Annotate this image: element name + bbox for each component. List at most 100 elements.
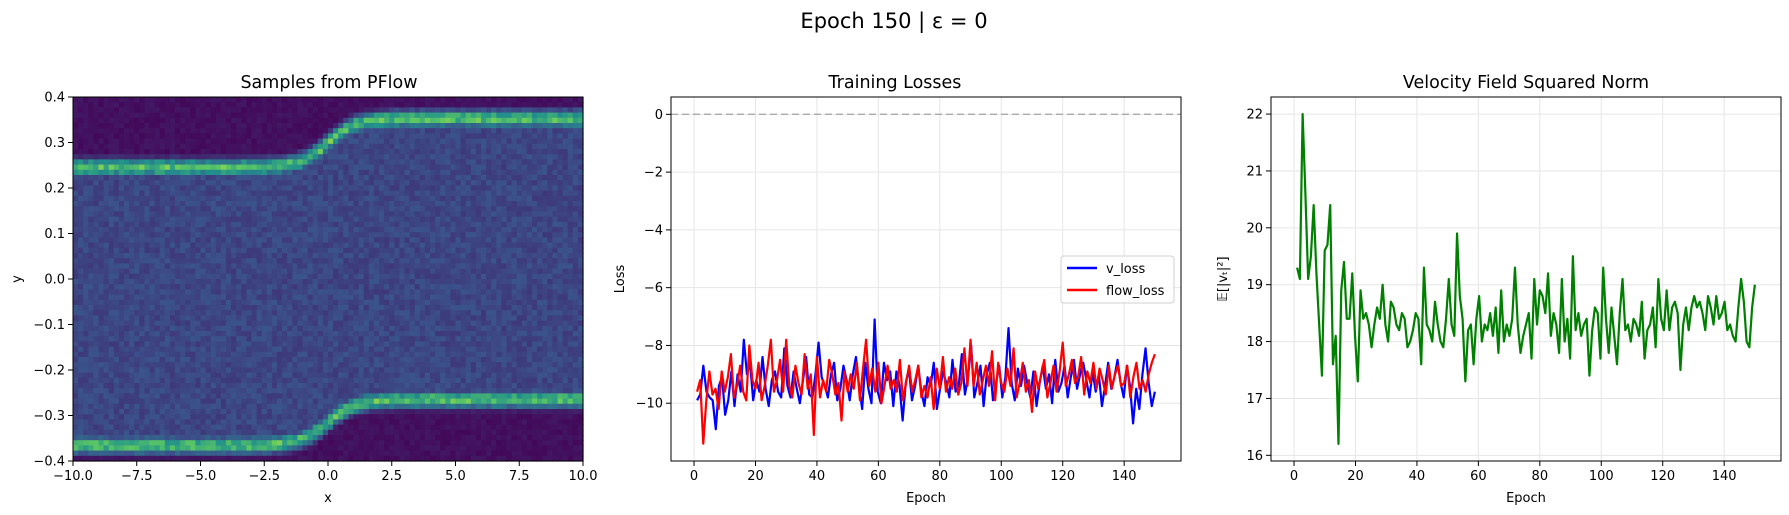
heatmap-cell [195,175,202,181]
heatmap-cell [144,112,151,119]
heatmap-cell [73,216,79,223]
heatmap-cell [384,128,390,134]
heatmap-cell [496,216,502,223]
heatmap-cell [547,237,553,244]
heatmap-cell [440,123,446,129]
heatmap-cell [358,227,365,233]
heatmap-cell [537,190,543,197]
heatmap-cell [103,185,110,192]
heatmap-cell [389,242,395,249]
heatmap-cell [164,201,171,207]
heatmap-cell [577,211,584,218]
heatmap-cell [368,305,375,311]
heatmap-cell [373,294,380,301]
heatmap-cell [312,346,319,353]
heatmap-cell [226,97,232,103]
heatmap-cell [118,102,125,108]
heatmap-cell [129,351,135,358]
heatmap-cell [481,164,487,171]
heatmap-cell [577,325,584,332]
heatmap-cell [475,341,482,348]
heatmap-cell [424,206,431,212]
heatmap-cell [261,289,268,296]
heatmap-cell [205,351,212,358]
heatmap-cell [220,351,227,358]
heatmap-cell [108,133,115,140]
heatmap-cell [562,143,569,150]
heatmap-cell [185,138,191,145]
heatmap-cell [460,331,467,337]
heatmap-cell [271,206,278,212]
heatmap-cell [358,315,365,322]
heatmap-cell [215,138,222,145]
heatmap-cell [424,336,431,342]
heatmap-cell [241,351,247,358]
heatmap-cell [220,315,227,322]
heatmap-cell [108,310,115,316]
heatmap-cell [190,299,196,306]
heatmap-cell [491,299,497,306]
heatmap-cell [496,133,502,140]
heatmap-cell [185,133,191,140]
heatmap-cell [501,133,508,140]
heatmap-cell [363,320,370,327]
heatmap-cell [424,346,431,353]
heatmap-cell [73,237,79,244]
heatmap-cell [455,149,462,155]
heatmap-cell [542,305,548,311]
heatmap-cell [256,195,263,202]
heatmap-cell [516,346,523,353]
heatmap-cell [430,159,436,166]
heatmap-cell [450,164,457,171]
heatmap-cell [164,112,171,119]
heatmap-cell [475,268,482,275]
heatmap-cell [389,149,395,155]
heatmap-cell [73,268,79,275]
heatmap-cell [322,133,329,140]
heatmap-cell [363,128,370,134]
heatmap-cell [93,128,100,134]
heatmap-cell [353,346,360,353]
heatmap-cell [200,305,207,311]
heatmap-cell [577,180,584,186]
heatmap-cell [511,310,518,316]
heatmap-cell [481,331,487,337]
heatmap-cell [190,221,196,228]
heatmap-cell [241,253,247,259]
heatmap-cell [343,117,349,124]
heatmap-cell [190,133,196,140]
heatmap-cell [277,336,283,342]
heatmap-cell [399,128,406,134]
heatmap-cell [384,320,390,327]
heatmap-cell [547,346,553,353]
heatmap-cell [220,299,227,306]
heatmap-cell [180,268,186,275]
heatmap-cell [521,180,528,186]
heatmap-cell [231,143,237,150]
heatmap-cell [220,232,227,238]
heatmap-cell [445,201,451,207]
heatmap-cell [506,247,513,254]
heatmap-cell [307,341,314,348]
heatmap-cell [322,123,329,129]
heatmap-cell [460,310,467,316]
heatmap-cell [455,305,462,311]
heatmap-cell [241,201,247,207]
heatmap-cell [419,325,426,332]
heatmap-cell [241,143,247,150]
heatmap-cell [251,273,258,280]
heatmap-cell [302,206,309,212]
heatmap-cell [465,143,472,150]
heatmap-cell [205,315,212,322]
heatmap-cell [312,216,319,223]
heatmap-cell [103,164,110,171]
heatmap-cell [108,201,115,207]
heatmap-cell [460,206,467,212]
heatmap-cell [501,346,508,353]
heatmap-cell [205,97,212,103]
heatmap-cell [185,117,191,124]
heatmap-cell [450,128,457,134]
heatmap-cell [246,273,253,280]
heatmap-cell [526,242,533,249]
heatmap-cell [414,227,421,233]
